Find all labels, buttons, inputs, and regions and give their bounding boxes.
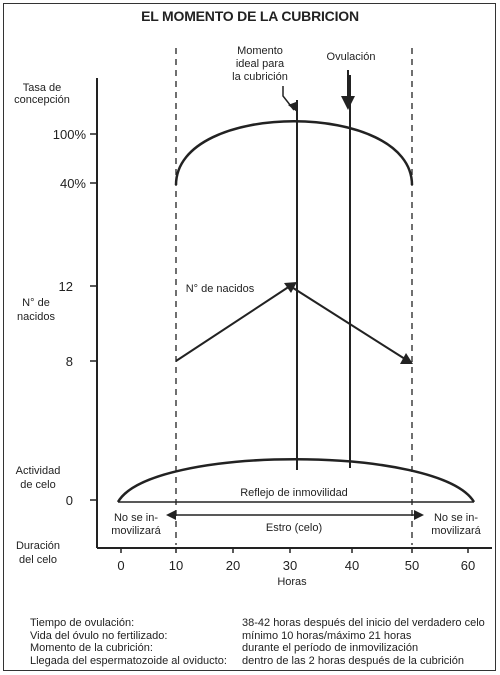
x-tick-label-50: 50 bbox=[405, 558, 419, 573]
nacidos-arrow-up-icon bbox=[284, 282, 297, 293]
actividad-label-line2: de celo bbox=[20, 479, 55, 491]
duracion-label-line2: del celo bbox=[19, 554, 57, 566]
tasa-concepcion-curve bbox=[174, 120, 414, 186]
x-tick-label-20: 20 bbox=[226, 558, 240, 573]
reflejo-inmovilidad-curve bbox=[116, 458, 476, 503]
ovulacion-label: Ovulación bbox=[327, 51, 376, 63]
note-value: 38-42 horas después del inicio del verda… bbox=[242, 617, 485, 629]
x-tick-label-30: 30 bbox=[283, 558, 297, 573]
momento-label-line3: la cubrición bbox=[232, 71, 288, 83]
y-tick-label-0: 0 bbox=[66, 493, 73, 508]
x-tick-label-60: 60 bbox=[461, 558, 475, 573]
nacidos-arrow-down-icon bbox=[400, 353, 413, 364]
x-tick-label-40: 40 bbox=[345, 558, 359, 573]
note-row: Llegada del espermatozoide al oviducto: … bbox=[30, 655, 490, 668]
note-value: dentro de las 2 horas después de la cubr… bbox=[242, 654, 464, 667]
estro-label: Estro (celo) bbox=[266, 522, 322, 534]
note-key: Tiempo de ovulación: bbox=[30, 617, 135, 629]
tasa-label-line2: concepción bbox=[14, 94, 70, 106]
nacidos-axis-label-line1: N° de bbox=[22, 297, 50, 309]
x-axis-label: Horas bbox=[277, 576, 307, 588]
note-row: Vida del óvulo no fertilizado: mínimo 10… bbox=[30, 630, 490, 643]
tasa-label-line1: Tasa de bbox=[23, 82, 62, 94]
y-tick-label-8: 8 bbox=[66, 354, 73, 369]
diagram-title: EL MOMENTO DE LA CUBRICION bbox=[141, 8, 359, 24]
note-row: Tiempo de ovulación: 38-42 horas después… bbox=[30, 617, 490, 630]
no-inmovilizara-left-line1: No se in- bbox=[114, 512, 158, 524]
no-inmovilizara-right-line2: movilizará bbox=[431, 525, 481, 537]
notes-table: Tiempo de ovulación: 38-42 horas después… bbox=[30, 617, 490, 667]
ovulacion-arrowhead-icon bbox=[341, 96, 355, 110]
x-tick-label-0: 0 bbox=[117, 558, 124, 573]
momento-label-line2: ideal para bbox=[236, 58, 285, 70]
x-tick-label-10: 10 bbox=[169, 558, 183, 573]
nacidos-line bbox=[175, 284, 406, 362]
no-inmovilizara-right-line1: No se in- bbox=[434, 512, 478, 524]
note-key: Llegada del espermatozoide al oviducto: bbox=[30, 654, 227, 667]
estro-arrow-left-icon bbox=[166, 510, 176, 520]
note-row: Momento de la cubrición: durante el perí… bbox=[30, 642, 490, 655]
no-inmovilizara-left-line2: movilizará bbox=[111, 525, 161, 537]
nacidos-curve-label: N° de nacidos bbox=[186, 283, 255, 295]
actividad-label-line1: Actividad bbox=[16, 465, 61, 477]
diagram-frame bbox=[3, 3, 496, 671]
note-key: Vida del óvulo no fertilizado: bbox=[30, 629, 168, 642]
y-tick-label-12: 12 bbox=[59, 279, 73, 294]
note-key: Momento de la cubrición: bbox=[30, 642, 153, 654]
duracion-label-line1: Duración bbox=[16, 540, 60, 552]
reflejo-label: Reflejo de inmovilidad bbox=[240, 487, 348, 499]
y-tick-label-100: 100% bbox=[53, 127, 87, 142]
y-tick-label-40: 40% bbox=[60, 176, 86, 191]
note-value: mínimo 10 horas/máximo 21 horas bbox=[242, 629, 412, 642]
momento-arrowhead-icon bbox=[288, 102, 297, 112]
estro-arrow-right-icon bbox=[414, 510, 424, 520]
note-value: durante el período de inmovilización bbox=[242, 642, 419, 654]
nacidos-axis-label-line2: nacidos bbox=[17, 311, 55, 323]
momento-label-line1: Momento bbox=[237, 45, 283, 57]
